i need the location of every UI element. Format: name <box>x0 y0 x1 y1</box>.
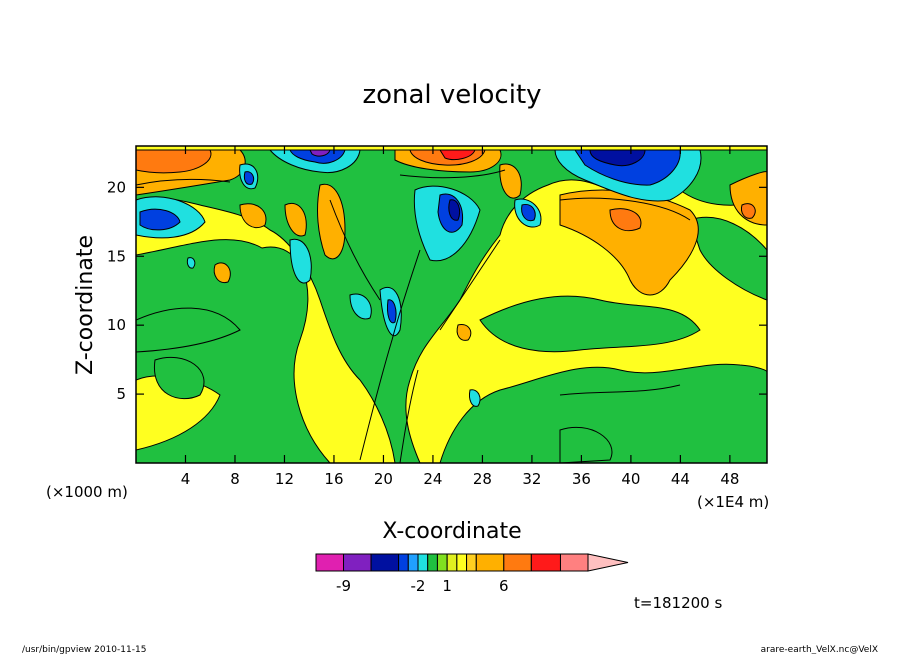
colorbar-bin <box>370 553 400 572</box>
chart-title: zonal velocity <box>362 80 541 110</box>
plot-area <box>136 146 767 463</box>
colorbar-bin <box>559 553 589 572</box>
colorbar-bin <box>446 553 458 572</box>
colorbar-bin <box>456 553 468 572</box>
colorbar-arrow <box>587 553 629 572</box>
colorbar-label: -2 <box>411 577 426 595</box>
y-axis-ticks: 5 10 15 20 <box>107 178 767 403</box>
x-tick-label: 40 <box>621 470 640 488</box>
x-tick-label: 16 <box>324 470 343 488</box>
colorbar-bin <box>503 553 532 572</box>
footer-left: /usr/bin/gpview 2010-11-15 <box>22 645 146 654</box>
colorbar-bin <box>436 553 448 572</box>
colorbar-bin <box>417 553 429 572</box>
x-tick-label: 36 <box>572 470 591 488</box>
velocity-orange-regions <box>136 149 767 341</box>
x-tick-label: 28 <box>473 470 492 488</box>
x-tick-label: 4 <box>181 470 191 488</box>
x-tick-label: 32 <box>522 470 541 488</box>
x-unit-right: (×1E4 m) <box>697 493 769 511</box>
colorbar-label: -9 <box>336 577 351 595</box>
colorbar-bin <box>475 553 505 572</box>
colorbar-bin <box>530 553 561 572</box>
y-tick-label: 15 <box>107 247 126 265</box>
y-tick-label: 10 <box>107 316 126 334</box>
x-tick-label: 12 <box>275 470 294 488</box>
colorbar-bin <box>398 553 409 572</box>
x-tick-label: 24 <box>423 470 442 488</box>
y-tick-label: 20 <box>107 178 126 196</box>
x-tick-label: 44 <box>671 470 690 488</box>
y-tick-label: 5 <box>116 385 126 403</box>
colorbar-bin <box>315 553 345 572</box>
y-axis-label: Z-coordinate <box>73 235 98 375</box>
colorbar-label: 6 <box>499 577 509 595</box>
x-unit-left: (×1000 m) <box>46 483 128 501</box>
x-tick-label: 8 <box>230 470 240 488</box>
colorbar-bin <box>466 553 477 572</box>
footer-right: arare-earth_VelX.nc@VelX <box>761 645 878 654</box>
colorbar-bin <box>427 553 438 572</box>
plot-frame <box>135 145 768 464</box>
x-axis-ticks: 4 8 12 16 20 24 28 32 36 40 44 48 <box>181 146 739 488</box>
x-tick-label: 20 <box>374 470 393 488</box>
velocity-blue-regions <box>136 149 702 407</box>
x-tick-label: 48 <box>720 470 739 488</box>
velocity-contour-lines <box>136 169 691 463</box>
colorbar <box>315 553 629 572</box>
x-axis-label: X-coordinate <box>382 519 521 544</box>
colorbar-labels: -9 -2 1 6 <box>336 577 509 595</box>
colorbar-bin <box>407 553 419 572</box>
time-label: t=181200 s <box>634 594 722 612</box>
colorbar-bin <box>343 553 372 572</box>
colorbar-label: 1 <box>442 577 452 595</box>
